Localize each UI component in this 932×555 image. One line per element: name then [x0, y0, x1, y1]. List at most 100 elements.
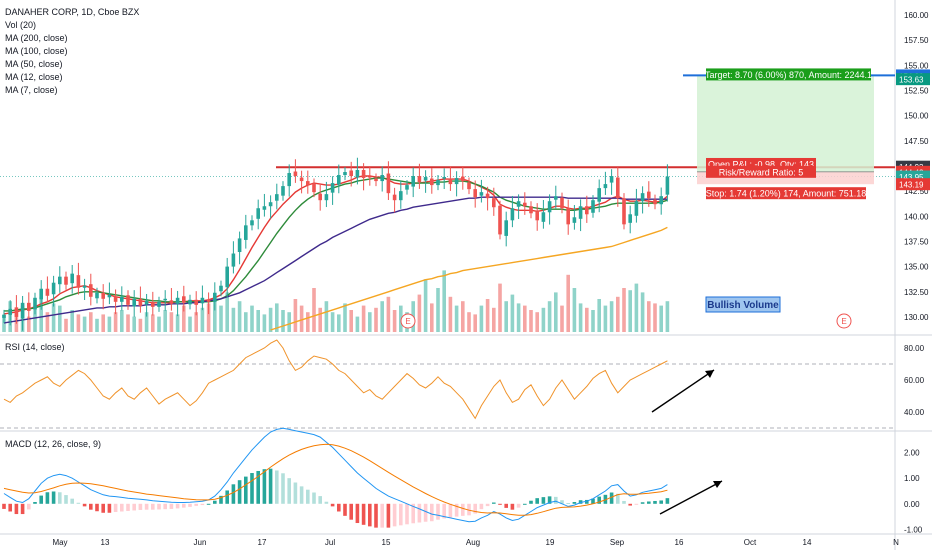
macd-histogram-bar	[2, 503, 6, 509]
macd-histogram-bar	[120, 503, 124, 512]
macd-histogram-bar	[70, 498, 74, 504]
volume-bar	[219, 305, 223, 332]
volume-bar	[330, 312, 335, 332]
candle-body	[299, 177, 304, 182]
volume-bar	[343, 303, 347, 332]
macd-histogram-bar	[343, 503, 347, 516]
macd-tick: 0.00	[904, 500, 920, 509]
macd-histogram-bar	[417, 503, 422, 523]
macd-histogram-bar	[430, 503, 434, 522]
candle-body	[541, 212, 546, 222]
volume-bar	[337, 314, 341, 332]
macd-histogram-bar	[554, 496, 558, 504]
macd-histogram-bar	[169, 503, 174, 509]
candle-body	[523, 202, 527, 207]
macd-histogram-bar	[454, 503, 459, 517]
volume-bar	[430, 303, 434, 332]
volume-bar	[262, 314, 267, 332]
candle-body	[597, 188, 601, 202]
macd-histogram-bar	[45, 492, 50, 504]
candle-body	[374, 178, 378, 182]
macd-histogram-bar	[281, 473, 285, 504]
macd-histogram-bar	[113, 503, 118, 512]
candle-body	[275, 194, 279, 201]
candle-body	[20, 302, 25, 319]
volume-bar	[126, 314, 130, 332]
volume-bar	[293, 299, 298, 332]
candle-body	[318, 193, 322, 201]
candle-body	[182, 296, 186, 303]
price-tick: 147.50	[904, 137, 929, 146]
candle-body	[8, 308, 12, 315]
candle-body	[454, 178, 459, 185]
volume-bar	[554, 292, 558, 332]
volume-bar	[616, 296, 620, 332]
candle-body	[256, 208, 260, 219]
volume-bar	[473, 314, 477, 332]
candle-body	[163, 298, 167, 301]
candle-body	[151, 302, 155, 307]
candle-body	[585, 206, 589, 215]
rr-label: Risk/Reward Ratio: 5	[719, 167, 804, 177]
volume-bar	[213, 299, 217, 332]
price-tick: 140.00	[904, 212, 929, 221]
volume-bar	[89, 312, 93, 332]
volume-bar	[324, 301, 329, 332]
axes: 160.00157.50155.00152.50150.00147.50145.…	[52, 11, 930, 547]
volume-bar	[461, 301, 465, 332]
candle-body	[293, 171, 298, 177]
indicator-vol: Vol (20)	[5, 20, 36, 30]
volume-bar	[541, 307, 546, 332]
volume-bar	[547, 301, 552, 332]
volume-bar	[380, 301, 384, 332]
price-tag-bg	[896, 178, 930, 191]
price-tick: 142.50	[904, 187, 929, 196]
candle-body	[194, 299, 198, 305]
candle-body	[175, 297, 180, 304]
candle-body	[89, 284, 93, 297]
price-tick: 135.00	[904, 263, 929, 272]
candle-body	[616, 177, 620, 199]
candle-body	[349, 170, 353, 177]
candle-body	[138, 298, 143, 306]
macd-histogram-bar	[101, 503, 105, 513]
earnings-marker-2[interactable]	[836, 313, 852, 329]
volume-bar	[151, 314, 155, 332]
price-tick: 157.50	[904, 36, 929, 45]
macd-histogram-bar	[39, 495, 43, 504]
long-position-tool[interactable]: Target: 8.70 (6.00%) 870, Amount: 2244.1…	[683, 68, 895, 200]
candle-body	[659, 196, 663, 205]
candle-body	[622, 198, 626, 225]
candle-body	[244, 225, 248, 240]
candle-body	[492, 198, 496, 208]
x-tick: 19	[546, 538, 555, 547]
volume-bar	[529, 310, 533, 332]
candle-body	[479, 192, 484, 196]
macd-histogram-bar	[392, 503, 397, 527]
macd-histogram-bar	[479, 503, 484, 510]
volume-bar	[70, 310, 74, 332]
macd-histogram-bar	[337, 503, 341, 512]
candle-body	[200, 297, 205, 304]
candle-body	[392, 194, 397, 201]
earnings-marker-1[interactable]	[400, 313, 416, 329]
volume-bar	[566, 274, 570, 332]
macd-histogram-bar	[318, 496, 322, 504]
volume-bar	[256, 310, 260, 332]
macd-histogram-bar	[126, 503, 130, 511]
macd-histogram-bar	[299, 486, 304, 504]
macd-histogram-bar	[58, 492, 62, 504]
volume-bar	[58, 305, 62, 332]
candle-body	[120, 296, 124, 302]
macd-histogram-bar	[151, 503, 155, 510]
macd-histogram-bar	[82, 503, 87, 507]
ma-line	[270, 226, 668, 331]
indicator-ma7: MA (7, close)	[5, 85, 58, 95]
candle-body	[281, 186, 285, 196]
x-tick: Sep	[610, 538, 625, 547]
macd-histogram-bar	[603, 494, 608, 504]
indicator-ma50: MA (50, close)	[5, 59, 63, 69]
signal-line	[3, 443, 668, 516]
macd-histogram-bar	[436, 503, 440, 520]
